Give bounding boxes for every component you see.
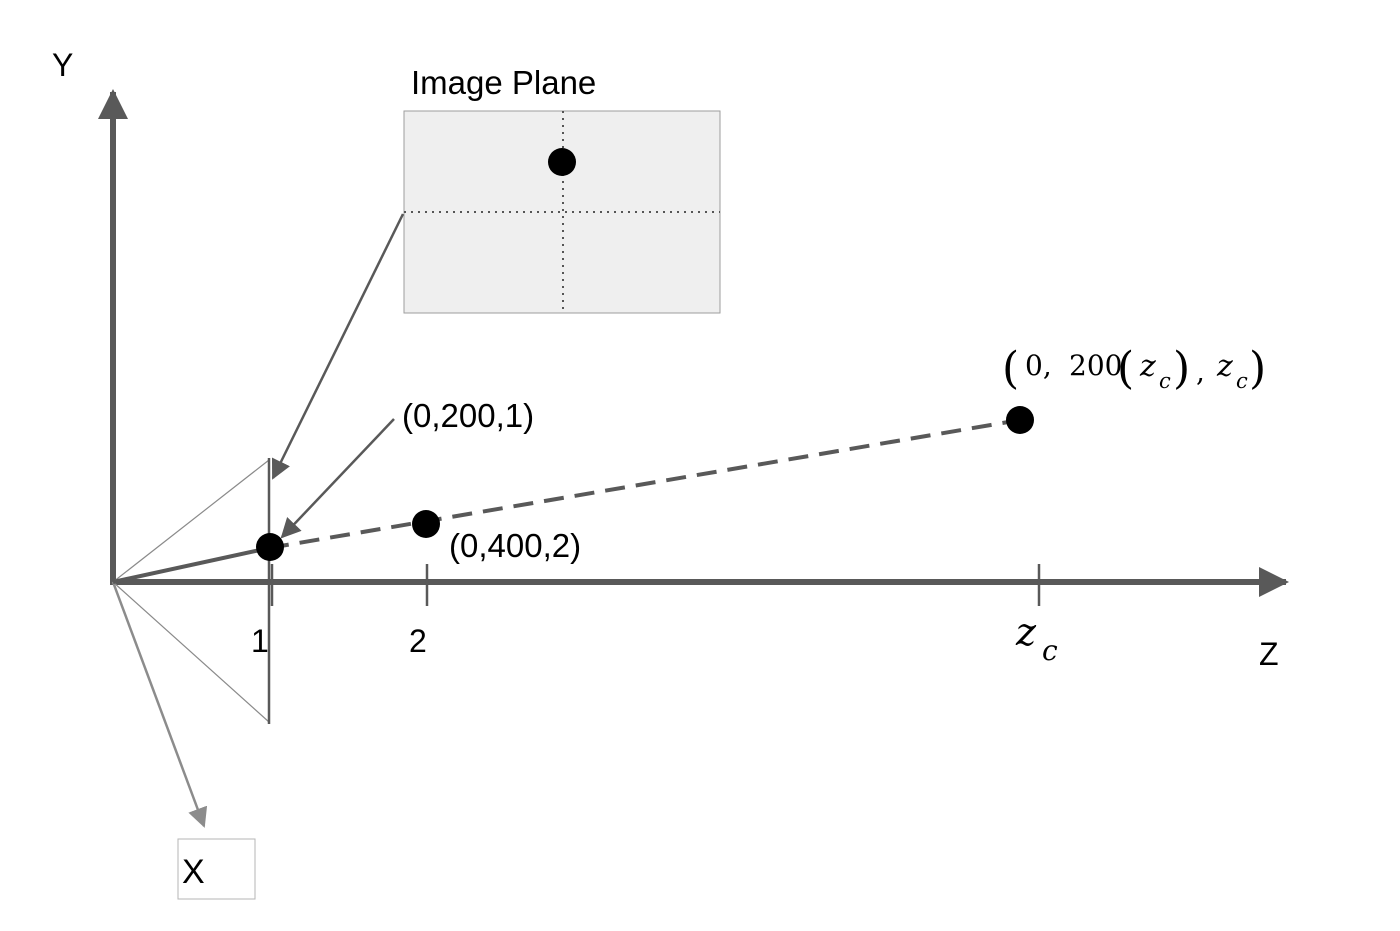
point-zc-inner-open-paren: ( <box>1117 343 1134 394</box>
image-plane-callout-arrow <box>271 213 405 480</box>
point-zc-c1: c <box>1159 369 1171 393</box>
point-zc-open-paren: ( <box>1002 343 1019 394</box>
point-2 <box>412 510 440 538</box>
x-label-box <box>177 838 256 900</box>
z-axis-label: Z <box>1259 636 1279 672</box>
y-axis-label: Y <box>52 47 73 83</box>
point-2-label: (0,400,2) <box>449 527 581 564</box>
point-1-label: (0,200,1) <box>402 397 534 434</box>
point-zc-z2: z <box>1216 349 1233 384</box>
point-zc-close-paren: ) <box>1249 343 1266 394</box>
tick-label-zc-sub: c <box>1042 634 1058 667</box>
frustum-edge-top <box>112 459 270 583</box>
tick-label-zc-base: z <box>1015 610 1037 654</box>
image-plane-title: Image Plane <box>411 64 596 101</box>
point-zc <box>1006 406 1034 434</box>
frustum-edge-bottom <box>112 581 270 723</box>
point-zc-inner-close-paren: ) <box>1173 343 1190 394</box>
tick-label-1: 1 <box>251 623 269 659</box>
tick-label-2: 2 <box>409 623 427 659</box>
x-axis <box>111 581 208 828</box>
x-axis-label: X <box>182 853 205 891</box>
point-1-callout-arrow <box>280 418 395 539</box>
point-zc-coefficient: 200 <box>1069 349 1122 382</box>
point-1 <box>256 533 284 561</box>
projection-ray-dashed <box>268 418 1021 550</box>
point-zc-zero: 0, <box>1025 349 1052 382</box>
image-plane-box <box>403 110 721 314</box>
image-plane-point <box>548 148 576 176</box>
point-zc-label: ( 0, 200 ( z c ) , z c ) <box>1002 343 1266 394</box>
point-zc-comma: , <box>1196 355 1205 388</box>
point-zc-c2: c <box>1236 369 1248 393</box>
point-zc-z1: z <box>1139 349 1156 384</box>
origin-ray-solid <box>112 546 270 584</box>
